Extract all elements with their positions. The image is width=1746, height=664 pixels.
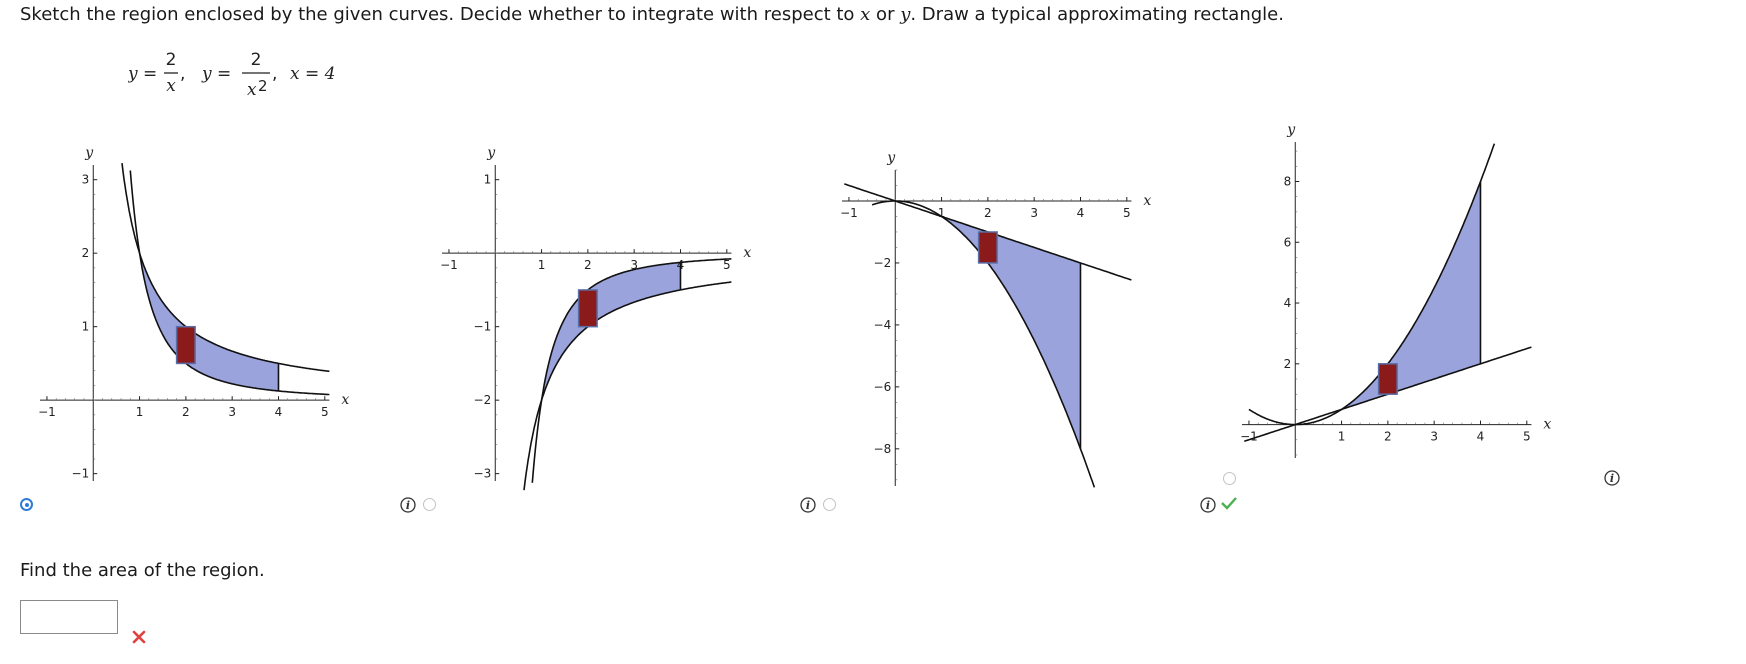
shaded-region xyxy=(1341,181,1481,410)
y-tick-label: 8 xyxy=(1284,175,1292,189)
y-tick-label: −2 xyxy=(474,393,492,407)
info-icon[interactable]: i xyxy=(1200,497,1216,513)
svg-text:i: i xyxy=(406,499,410,512)
x-tick-label: 1 xyxy=(538,258,546,272)
y-tick-label: 2 xyxy=(82,246,90,260)
y-tick-label: −2 xyxy=(874,256,892,270)
y-tick-label: −1 xyxy=(72,467,90,481)
x-tick-label: 2 xyxy=(584,258,592,272)
eq-lhs-2: y = xyxy=(201,64,231,84)
y-axis-label: y xyxy=(486,145,496,161)
x-tick-label: 1 xyxy=(136,405,144,419)
eq-den-2-exp: 2 xyxy=(258,77,268,95)
radio-option-c[interactable] xyxy=(823,498,836,511)
curve-equations: y = 2 x , y = 2 x 2 , x = 4 xyxy=(128,50,335,100)
x-tick-label: 4 xyxy=(275,405,283,419)
eq-num-1: 2 xyxy=(166,50,177,70)
svg-text:i: i xyxy=(1610,472,1614,485)
instruction-text: Sketch the region enclosed by the given … xyxy=(20,4,1284,25)
graph-option-d[interactable]: −1 1 2 3 4 5 2 4 6 8 x y xyxy=(1230,112,1575,482)
y-tick-label: 2 xyxy=(1284,357,1292,371)
approximating-rectangle xyxy=(175,325,196,365)
x-axis-label: x xyxy=(1543,417,1551,433)
x-tick-label: 4 xyxy=(1477,430,1485,444)
x-tick-label: 1 xyxy=(1338,430,1346,444)
shaded-region xyxy=(541,262,681,401)
x-axis-label: x xyxy=(1143,193,1151,209)
info-icon[interactable]: i xyxy=(800,497,816,513)
x-tick-label: 4 xyxy=(1077,206,1085,220)
curve xyxy=(1248,143,1496,426)
instruction-prefix: Sketch the region enclosed by the given … xyxy=(20,4,861,25)
info-icon[interactable]: i xyxy=(1604,470,1620,486)
x-tick-label: 3 xyxy=(1430,430,1438,444)
x-tick-label: 3 xyxy=(630,258,638,272)
radio-option-d[interactable] xyxy=(1223,472,1236,485)
x-axis-label: x xyxy=(743,245,751,261)
eq-den-2-base: x xyxy=(247,80,257,100)
y-tick-label: 4 xyxy=(1284,296,1292,310)
curve xyxy=(531,258,732,483)
x-tick-label: −1 xyxy=(840,206,858,220)
x-tick-label: −1 xyxy=(440,258,458,272)
y-tick-label: −4 xyxy=(874,318,892,332)
curve xyxy=(523,281,732,491)
x-tick-label: 2 xyxy=(1384,430,1392,444)
graph-option-c[interactable]: −1 1 2 3 4 5 −8 −6 −4 −2 x y xyxy=(830,140,1175,510)
y-tick-label: 1 xyxy=(484,173,492,187)
x-tick-label: −1 xyxy=(1240,430,1258,444)
y-tick-label: 1 xyxy=(82,320,90,334)
x-tick-label: −1 xyxy=(38,405,56,419)
eq-num-2: 2 xyxy=(251,50,262,70)
approximating-rectangle xyxy=(977,231,998,264)
area-question: Find the area of the region. xyxy=(20,560,265,581)
radio-option-a[interactable] xyxy=(20,498,33,511)
curve xyxy=(121,163,330,373)
y-tick-label: −1 xyxy=(474,320,492,334)
curve xyxy=(129,170,330,396)
x-tick-label: 2 xyxy=(182,405,190,419)
x-tick-label: 2 xyxy=(984,206,992,220)
y-axis-label: y xyxy=(886,150,896,166)
y-tick-label: 6 xyxy=(1284,235,1292,249)
x-tick-label: 3 xyxy=(228,405,236,419)
graph-option-a[interactable]: −1 1 2 3 4 5 −1 1 2 3 x y xyxy=(28,135,373,505)
incorrect-x-icon xyxy=(132,630,146,644)
instruction-var-y: y xyxy=(900,4,911,25)
instruction-var-x: x xyxy=(860,4,871,25)
x-tick-label: 3 xyxy=(1030,206,1038,220)
y-tick-label: 3 xyxy=(82,173,90,187)
y-axis-label: y xyxy=(1286,122,1296,138)
eq-den-1: x xyxy=(166,76,176,96)
x-tick-label: 5 xyxy=(723,258,731,272)
svg-text:i: i xyxy=(1206,499,1210,512)
area-answer-input[interactable] xyxy=(20,600,118,634)
approximating-rectangle xyxy=(1377,363,1398,395)
approximating-rectangle xyxy=(577,289,598,328)
eq-sep-2: , xyxy=(272,64,277,84)
instruction-suffix: . Draw a typical approximating rectangle… xyxy=(910,4,1284,25)
y-tick-label: −8 xyxy=(874,442,892,456)
radio-option-b[interactable] xyxy=(423,498,436,511)
eq-sep-1: , xyxy=(180,64,185,84)
eq-third: x = 4 xyxy=(290,64,335,84)
check-icon xyxy=(1221,497,1237,510)
y-tick-label: −3 xyxy=(474,467,492,481)
y-tick-label: −6 xyxy=(874,380,892,394)
instruction-middle: or xyxy=(870,4,901,25)
shaded-region xyxy=(139,253,279,391)
shaded-region xyxy=(941,216,1081,449)
info-icon[interactable]: i xyxy=(400,497,416,513)
x-tick-label: 1 xyxy=(938,206,946,220)
eq-lhs-1: y = xyxy=(128,64,157,84)
x-axis-label: x xyxy=(341,392,349,408)
y-axis-label: y xyxy=(84,145,94,161)
x-tick-label: 5 xyxy=(1123,206,1131,220)
x-tick-label: 5 xyxy=(321,405,329,419)
svg-text:i: i xyxy=(806,499,810,512)
x-tick-label: 5 xyxy=(1523,430,1531,444)
